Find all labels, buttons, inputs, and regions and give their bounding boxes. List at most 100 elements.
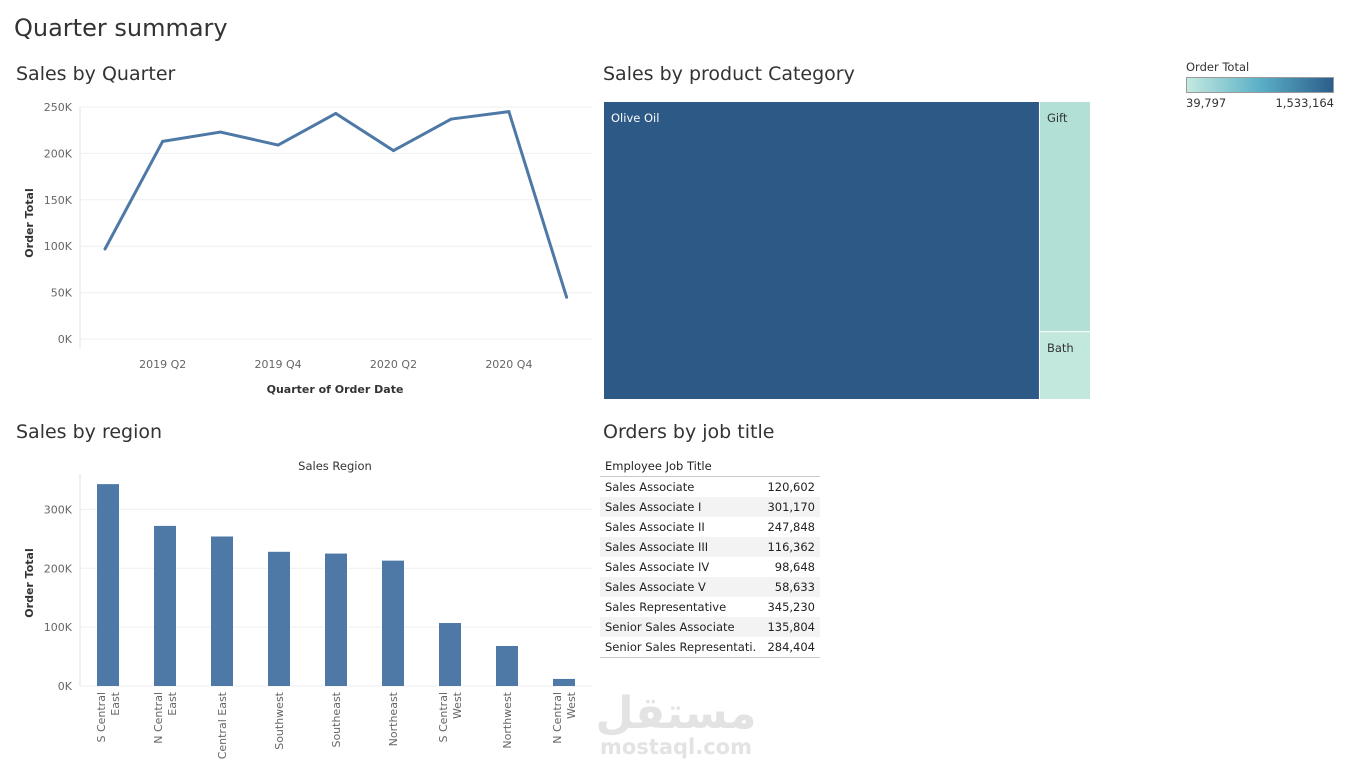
job-title-cell: Sales Associate	[605, 480, 695, 494]
y-tick-label: 200K	[44, 147, 73, 160]
sales-by-region-title: Sales by region	[16, 421, 163, 443]
y-axis-title: Order Total	[23, 188, 36, 257]
table-row[interactable]: Sales Associate 120,602	[600, 477, 820, 497]
y-tick-label: 0K	[58, 333, 73, 346]
series-line	[103, 110, 569, 298]
treemap-label: Olive Oil	[611, 111, 659, 125]
line-point	[449, 117, 453, 121]
x-tick-label: N Central West	[551, 691, 578, 743]
table-row[interactable]: Sales Associate III 116,362	[600, 537, 820, 557]
line-point	[103, 247, 107, 251]
region-bar[interactable]	[97, 484, 119, 686]
x-tick-label: 2019 Q4	[255, 358, 302, 371]
order-total-cell: 284,404	[767, 640, 815, 654]
region-bar[interactable]	[496, 645, 518, 686]
x-tick-label-line: Northwest	[501, 691, 514, 748]
watermark-arabic: مستقل	[596, 688, 757, 739]
region-bar[interactable]	[268, 551, 290, 686]
treemap-chart: Olive Oil Gift Bath	[604, 102, 1090, 399]
x-tick-label-line: Southeast	[330, 691, 343, 747]
x-tick-label: Central East	[216, 691, 229, 759]
y-tick-label: 0K	[58, 680, 73, 693]
color-legend: Order Total 39,797 1,533,164	[1186, 60, 1336, 110]
table-row[interactable]: Sales Associate V 58,633	[600, 577, 820, 597]
x-tick-label: N Central East	[152, 691, 179, 743]
x-tick-label-line: East	[166, 691, 179, 715]
order-total-cell: 98,648	[774, 560, 815, 574]
job-title-cell: Sales Associate III	[605, 540, 709, 554]
x-tick-label-line: East	[109, 691, 122, 715]
line-point	[218, 130, 222, 134]
line-point	[565, 295, 569, 299]
treemap-cell[interactable]	[604, 102, 1039, 399]
order-total-cell: 301,170	[767, 500, 815, 514]
job-title-cell: Sales Associate I	[605, 500, 702, 514]
order-total-cell: 345,230	[767, 600, 815, 614]
x-tick-label-line: S Central	[437, 692, 450, 743]
x-tick-label: Southeast	[330, 691, 343, 747]
x-tick-label-line: S Central	[95, 692, 108, 743]
order-total-cell: 135,804	[767, 620, 815, 634]
legend-min: 39,797	[1186, 96, 1227, 110]
watermark-logo: مستقل mostaql.com	[596, 688, 757, 759]
x-tick-label-line: Northeast	[387, 691, 400, 746]
x-tick-label: Southwest	[273, 691, 286, 749]
x-tick-label-line: West	[565, 691, 578, 719]
x-tick-label: S Central West	[437, 691, 464, 742]
line-point	[507, 110, 511, 114]
legend-title: Order Total	[1186, 60, 1250, 74]
sales-by-category-title: Sales by product Category	[603, 63, 855, 85]
table-header: Employee Job Title	[600, 456, 820, 477]
job-title-cell: Sales Associate V	[605, 580, 706, 594]
y-tick-label: 150K	[44, 194, 73, 207]
region-bar[interactable]	[553, 678, 575, 686]
sales-by-quarter-title: Sales by Quarter	[16, 63, 176, 85]
table-row[interactable]: Sales Associate II 247,848	[600, 517, 820, 537]
x-tick-label-line: N Central	[551, 692, 564, 744]
line-chart: 0K 50K 100K 150K 200K 250K 2019 Q2 2019 Q4 2020 …	[23, 101, 592, 396]
job-title-cell: Senior Sales Associate	[605, 620, 735, 634]
region-bar[interactable]	[154, 525, 176, 686]
legend-gradient	[1186, 77, 1334, 93]
y-tick-label: 50K	[51, 287, 73, 300]
x-tick-label-line: N Central	[152, 692, 165, 744]
job-title-table: Employee Job Title Sales Associate 120,60…	[600, 456, 820, 658]
table-row[interactable]: Sales Representative 345,230	[600, 597, 820, 617]
job-title-cell: Sales Associate IV	[605, 560, 710, 574]
treemap-label: Bath	[1047, 341, 1074, 355]
y-tick-label: 100K	[44, 621, 73, 634]
line-point	[334, 111, 338, 115]
region-bar[interactable]	[211, 536, 233, 686]
x-tick-label: 2020 Q4	[485, 358, 532, 371]
treemap-label: Gift	[1047, 111, 1068, 125]
y-tick-label: 250K	[44, 101, 73, 114]
page-title: Quarter summary	[14, 14, 228, 42]
table-row[interactable]: Sales Associate I 301,170	[600, 497, 820, 517]
order-total-cell: 58,633	[774, 580, 815, 594]
region-bar[interactable]	[325, 553, 347, 686]
table-row[interactable]: Senior Sales Representati.. 284,404	[600, 637, 820, 658]
order-total-cell: 247,848	[767, 520, 815, 534]
orders-by-job-title: Orders by job title	[603, 421, 775, 443]
line-point	[161, 139, 165, 143]
y-axis-title: Order Total	[23, 548, 36, 617]
x-tick-label-line: Central East	[216, 691, 229, 759]
job-title-cell: Senior Sales Representati..	[605, 640, 755, 654]
region-bar[interactable]	[382, 560, 404, 686]
x-tick-label: 2020 Q2	[370, 358, 417, 371]
job-title-cell: Sales Representative	[605, 600, 727, 614]
table-row[interactable]: Sales Associate IV 98,648	[600, 557, 820, 577]
x-tick-label: 2019 Q2	[139, 358, 186, 371]
order-total-cell: 120,602	[767, 480, 815, 494]
y-tick-label: 300K	[44, 503, 73, 516]
x-tick-label: Northeast	[387, 691, 400, 746]
x-tick-label-line: Southwest	[273, 691, 286, 749]
y-tick-label: 100K	[44, 240, 73, 253]
y-tick-label: 200K	[44, 562, 73, 575]
bar-chart-header: Sales Region	[298, 459, 372, 473]
table-row[interactable]: Senior Sales Associate 135,804	[600, 617, 820, 637]
order-total-cell: 116,362	[767, 540, 815, 554]
treemap-cell[interactable]	[1039, 332, 1090, 399]
region-bar[interactable]	[439, 623, 461, 686]
treemap-cell[interactable]	[1039, 102, 1090, 332]
